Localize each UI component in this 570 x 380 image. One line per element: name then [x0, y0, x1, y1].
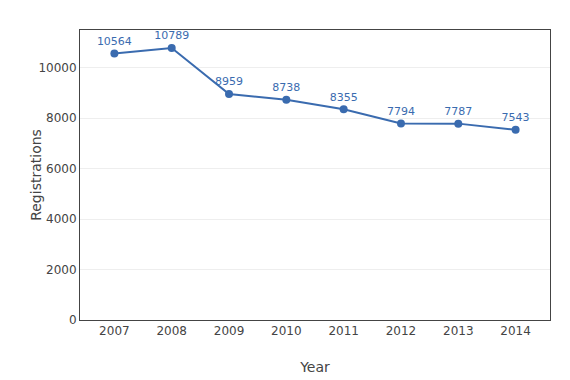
svg-text:2007: 2007: [99, 324, 130, 338]
svg-text:10564: 10564: [97, 35, 132, 48]
svg-text:2010: 2010: [271, 324, 302, 338]
svg-text:4000: 4000: [46, 212, 77, 226]
svg-text:8355: 8355: [330, 91, 358, 104]
svg-text:6000: 6000: [46, 162, 77, 176]
svg-text:0: 0: [69, 313, 77, 327]
svg-text:2009: 2009: [214, 324, 245, 338]
svg-text:7794: 7794: [387, 105, 415, 118]
svg-text:2000: 2000: [46, 263, 77, 277]
svg-text:2011: 2011: [328, 324, 359, 338]
svg-text:8000: 8000: [46, 111, 77, 125]
svg-text:10789: 10789: [154, 29, 189, 42]
svg-text:Registrations: Registrations: [28, 129, 44, 221]
svg-text:7787: 7787: [444, 105, 472, 118]
svg-text:Year: Year: [299, 359, 330, 375]
svg-text:8738: 8738: [272, 81, 300, 94]
svg-text:10000: 10000: [38, 61, 76, 75]
svg-text:2013: 2013: [443, 324, 474, 338]
svg-text:2012: 2012: [386, 324, 417, 338]
svg-text:2008: 2008: [156, 324, 187, 338]
svg-text:2014: 2014: [500, 324, 531, 338]
svg-text:8959: 8959: [215, 75, 243, 88]
svg-text:7543: 7543: [502, 111, 530, 124]
